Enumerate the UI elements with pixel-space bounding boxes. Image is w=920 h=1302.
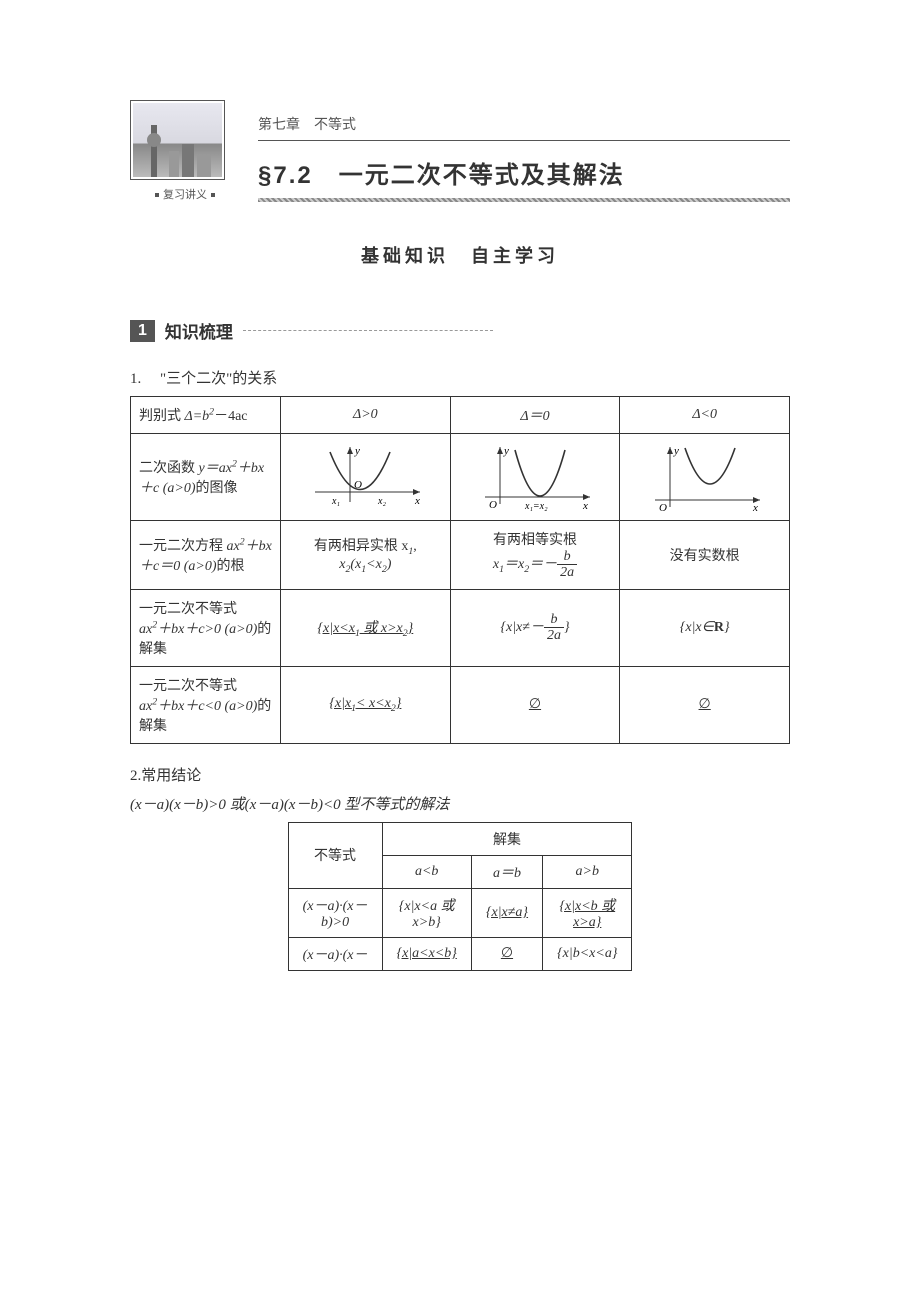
cell-roots-equal: 有两相等实根 x1＝x2＝－b2a	[450, 521, 620, 590]
svg-text:y: y	[354, 445, 360, 457]
svg-text:y: y	[673, 445, 679, 457]
row-head-discriminant: 判别式 Δ=b2－4ac	[131, 397, 281, 434]
col-head-a-gt-b: a>b	[543, 855, 632, 888]
cell-gt-altb: {x|x<a 或x>b}	[382, 888, 471, 937]
row-head-product-lt: (x－a)·(x－	[288, 937, 382, 970]
cell-gt-aeqb: {x|x≠a}	[471, 888, 542, 937]
row-head-equation-roots: 一元二次方程 ax2＋bx＋c＝0 (a>0)的根	[131, 521, 281, 590]
table-row: 判别式 Δ=b2－4ac Δ>0 Δ＝0 Δ<0	[131, 397, 790, 434]
row-head-ineq-lt: 一元二次不等式ax2＋bx＋c<0 (a>0)的解集	[131, 666, 281, 743]
col-head-solution: 解集	[382, 822, 632, 855]
svg-text:x: x	[414, 495, 420, 507]
table-row: 一元二次不等式ax2＋bx＋c>0 (a>0)的解集 {x|x<x1 或 x>x…	[131, 589, 790, 666]
cell-roots-two: 有两相异实根 x1, x2(x1<x2)	[281, 521, 451, 590]
cell-gt-agtb: {x|x<b 或x>a}	[543, 888, 632, 937]
cell-lt-aeqb: ∅	[471, 937, 542, 970]
title-column: 第七章 不等式 §7.2 一元二次不等式及其解法	[258, 114, 790, 202]
table-row: (x－a)·(x－ {x|a<x<b} ∅ {x|b<x<a}	[288, 937, 632, 970]
section-divider	[243, 330, 493, 331]
cell-gt-no-roots: {x|x∈R}	[620, 589, 790, 666]
graph-tangent: y x O x₁=x₂	[450, 434, 620, 521]
col-head-a-eq-b: a＝b	[471, 855, 542, 888]
table-row: 不等式 解集	[288, 822, 632, 855]
page: 复习讲义 第七章 不等式 §7.2 一元二次不等式及其解法 基础知识 自主学习 …	[0, 0, 920, 1011]
svg-text:O: O	[659, 502, 667, 512]
svg-text:x: x	[752, 502, 758, 512]
cell-roots-none: 没有实数根	[620, 521, 790, 590]
chapter-thumbnail	[130, 100, 225, 180]
row-head-ineq-gt: 一元二次不等式ax2＋bx＋c>0 (a>0)的解集	[131, 589, 281, 666]
svg-text:x: x	[582, 500, 588, 512]
graph-two-roots: y x O x₁ x₂	[281, 434, 451, 521]
cell-lt-altb: {x|a<x<b}	[382, 937, 471, 970]
cell-gt-equal-roots: {x|x≠－b2a}	[450, 589, 620, 666]
svg-text:x₁: x₁	[331, 496, 340, 507]
section-number-badge: 1	[130, 320, 155, 342]
cell-lt-two-roots: {x|x1< x<x2}	[281, 666, 451, 743]
section-label: 知识梳理	[165, 318, 233, 343]
table-row: 一元二次不等式ax2＋bx＋c<0 (a>0)的解集 {x|x1< x<x2} …	[131, 666, 790, 743]
product-inequality-table: 不等式 解集 a<b a＝b a>b (x－a)·(x－b)>0 {x|x<a …	[288, 822, 633, 971]
row-head-graph: 二次函数 y＝ax2＋bx＋c (a>0)的图像	[131, 434, 281, 521]
table-row: 一元二次方程 ax2＋bx＋c＝0 (a>0)的根 有两相异实根 x1, x2(…	[131, 521, 790, 590]
svg-text:O: O	[489, 499, 497, 511]
thumbnail-caption: 复习讲义	[130, 186, 240, 202]
page-header: 复习讲义 第七章 不等式 §7.2 一元二次不等式及其解法	[130, 100, 790, 202]
cell-delta-neg: Δ<0	[620, 397, 790, 434]
row-head-product-gt: (x－a)·(x－b)>0	[288, 888, 382, 937]
subtext-2: (x－a)(x－b)>0 或(x－a)(x－b)<0 型不等式的解法	[130, 793, 790, 814]
table-row: 二次函数 y＝ax2＋bx＋c (a>0)的图像 y x O x₁ x₂	[131, 434, 790, 521]
chapter-breadcrumb: 第七章 不等式	[258, 114, 790, 141]
cell-lt-no-roots: ∅	[620, 666, 790, 743]
knowledge-section-bar: 1 知识梳理	[130, 318, 790, 343]
cell-lt-agtb: {x|b<x<a}	[543, 937, 632, 970]
col-head-inequality: 不等式	[288, 822, 382, 888]
cell-delta-pos: Δ>0	[281, 397, 451, 434]
svg-text:x₁=x₂: x₁=x₂	[524, 501, 548, 512]
cell-gt-two-roots: {x|x<x1 或 x>x2}	[281, 589, 451, 666]
three-quadratics-table: 判别式 Δ=b2－4ac Δ>0 Δ＝0 Δ<0 二次函数 y＝ax2＋bx＋c…	[130, 396, 790, 744]
center-heading: 基础知识 自主学习	[130, 242, 790, 268]
svg-text:y: y	[503, 445, 509, 457]
section-title: §7.2 一元二次不等式及其解法	[258, 155, 790, 190]
graph-no-root: y x O	[620, 434, 790, 521]
cell-lt-equal-roots: ∅	[450, 666, 620, 743]
cell-delta-zero: Δ＝0	[450, 397, 620, 434]
subheading-1: 1. "三个二次"的关系	[130, 367, 790, 388]
svg-text:x₂: x₂	[377, 496, 386, 507]
title-underline	[258, 198, 790, 202]
col-head-a-lt-b: a<b	[382, 855, 471, 888]
table-row: (x－a)·(x－b)>0 {x|x<a 或x>b} {x|x≠a} {x|x<…	[288, 888, 632, 937]
svg-text:O: O	[354, 479, 362, 491]
subheading-2: 2.常用结论	[130, 764, 790, 785]
thumbnail-column: 复习讲义	[130, 100, 240, 202]
